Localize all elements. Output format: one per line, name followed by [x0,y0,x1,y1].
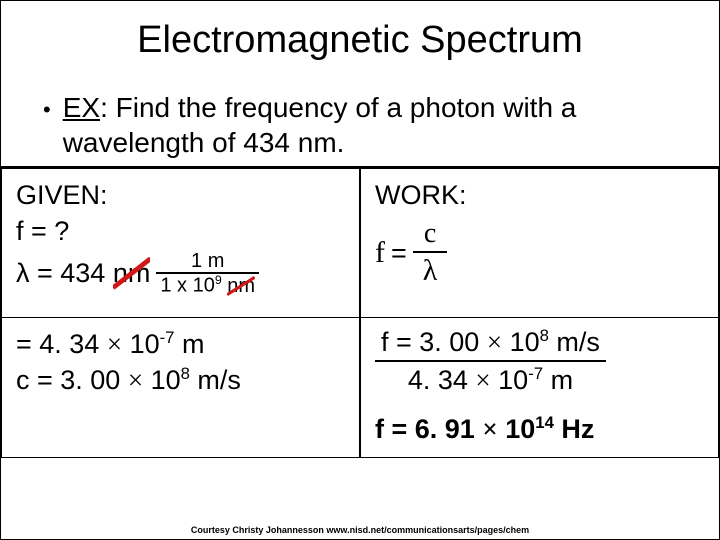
work-header: WORK: [375,177,704,213]
bullet-icon: • [43,96,51,124]
ex-label: EX [63,92,100,123]
given-f-line: f = ? [16,213,345,249]
speed-of-light: c = 3. 00 × 108 m/s [16,362,345,398]
problem-text: : Find the frequency of a photon with a … [63,92,577,158]
formula-lambda: λ [423,254,438,287]
lambda-unit-strike: nm [113,255,151,291]
substitution: f = 3. 00 × 108 m/s 4. 34 × 10-7 m [375,326,704,397]
given-header: GIVEN: [16,177,345,213]
conversion-fraction: 1 m 1 x 109 nm [156,250,259,297]
work-result-cell: f = 3. 00 × 108 m/s 4. 34 × 10-7 m f = 6… [360,318,719,458]
given-lambda-line: λ = 434 nm 1 m 1 x 109 nm [16,250,345,297]
formula-eq: = [391,235,407,271]
formula-f: f [375,233,385,274]
footer-credit: Courtesy Christy Johannesson www.nisd.ne… [1,525,719,535]
lambda-converted: = 4. 34 × 10-7 m [16,326,345,362]
final-answer: f = 6. 91 × 1014 Hz [375,411,704,447]
slide-title: Electromagnetic Spectrum [1,1,719,70]
frac-den-unit-strike: nm [227,275,255,297]
example-problem: • EX: Find the frequency of a photon wit… [1,70,719,166]
formula-c: c [424,218,436,249]
work-cell: WORK: f = c λ [360,168,719,318]
given-result-cell: = 4. 34 × 10-7 m c = 3. 00 × 108 m/s [1,318,360,458]
work-formula: f = c λ [375,217,704,289]
frac-num: 1 m [156,250,259,272]
example-text: EX: Find the frequency of a photon with … [63,90,669,160]
work-grid: GIVEN: f = ? λ = 434 nm 1 m 1 x 109 nm W… [1,166,719,458]
frac-den: 1 x 109 nm [156,272,259,297]
given-cell: GIVEN: f = ? λ = 434 nm 1 m 1 x 109 nm [1,168,360,318]
lambda-prefix: λ = 434 [16,258,113,288]
formula-fraction: c λ [413,217,448,289]
